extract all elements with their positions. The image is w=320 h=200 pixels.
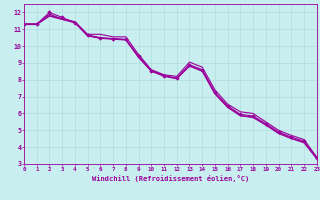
X-axis label: Windchill (Refroidissement éolien,°C): Windchill (Refroidissement éolien,°C) bbox=[92, 175, 249, 182]
